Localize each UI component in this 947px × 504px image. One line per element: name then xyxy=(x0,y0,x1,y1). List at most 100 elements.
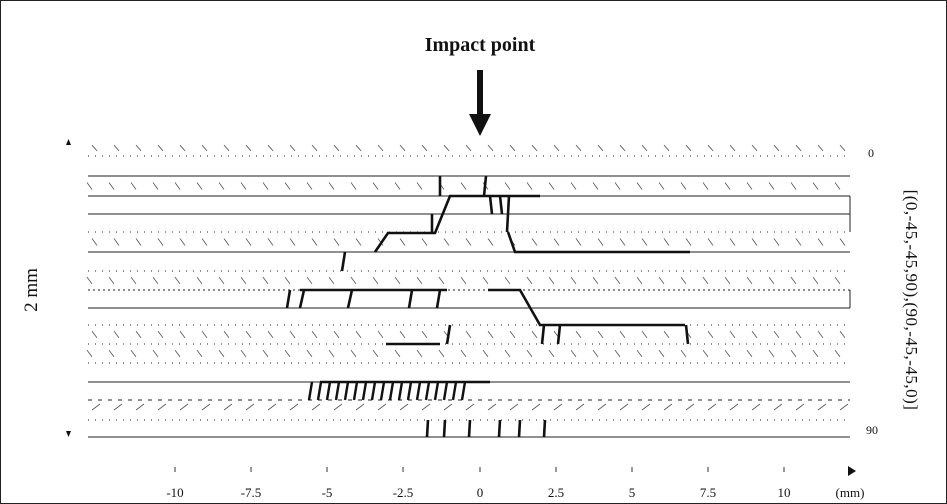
delamination-traces xyxy=(285,175,690,438)
hatch-mark xyxy=(465,238,472,246)
hatch-mark xyxy=(328,182,335,190)
x-tick-label: 7.5 xyxy=(699,485,717,500)
crack-mark xyxy=(379,381,386,401)
hatch-mark xyxy=(614,182,621,190)
depth-bottom-label: 90 xyxy=(866,423,878,437)
hatch-mark xyxy=(421,330,428,339)
hatch-mark xyxy=(504,349,511,358)
hatch-mark xyxy=(553,238,560,246)
ply-interfaces xyxy=(88,155,851,438)
hatch-mark xyxy=(487,330,494,339)
hatch-mark xyxy=(482,349,489,358)
hatch-mark xyxy=(157,403,167,411)
hatch-mark xyxy=(465,330,472,339)
hatch-mark xyxy=(746,182,753,190)
crack-mark xyxy=(325,381,332,401)
hatch-mark xyxy=(790,182,797,190)
hatch-mark xyxy=(487,144,494,152)
hatch-mark xyxy=(773,403,783,411)
hatch-mark xyxy=(460,276,467,285)
hatch-mark xyxy=(174,276,181,285)
x-tick-label: 2.5 xyxy=(547,485,565,500)
hatch-mark xyxy=(91,238,98,246)
hatch-mark xyxy=(509,403,519,411)
hatch-mark xyxy=(707,238,714,246)
hatch-mark xyxy=(113,238,120,246)
hatch-mark xyxy=(746,276,753,285)
crack-mark xyxy=(397,381,404,401)
hatch-mark xyxy=(135,403,145,411)
hatch-mark xyxy=(284,276,291,285)
hatch-mark xyxy=(795,144,802,152)
hatch-mark xyxy=(223,144,230,152)
hatch-mark xyxy=(619,144,626,152)
hatch-mark xyxy=(262,182,269,190)
x-tick-label: -5 xyxy=(321,485,333,500)
hatch-mark xyxy=(179,330,186,339)
hatch-mark xyxy=(834,276,841,285)
hatch-mark xyxy=(570,276,577,285)
hatch-mark xyxy=(416,182,423,190)
hatch-mark xyxy=(130,276,137,285)
hatch-mark xyxy=(707,403,717,411)
hatch-mark xyxy=(465,144,472,152)
hatch-mark xyxy=(333,144,340,152)
hatch-mark xyxy=(531,238,538,246)
hatch-mark xyxy=(284,349,291,358)
hatch-mark xyxy=(575,238,582,246)
hatch-mark xyxy=(773,238,780,246)
hatch-mark xyxy=(262,349,269,358)
x-tick-label: 0 xyxy=(476,485,484,500)
hatch-mark xyxy=(218,276,225,285)
hatch-mark xyxy=(812,182,819,190)
hatch-mark xyxy=(773,330,780,339)
hatch-mark xyxy=(289,403,299,411)
hatch-mark xyxy=(108,276,115,285)
hatch-mark xyxy=(108,182,115,190)
hatch-mark xyxy=(526,182,533,190)
hatch-mark xyxy=(460,349,467,358)
hatch-mark xyxy=(636,349,643,358)
hatch-mark xyxy=(262,276,269,285)
crack-mark xyxy=(442,381,449,401)
hatch-mark xyxy=(245,144,252,152)
hatch-mark xyxy=(619,330,626,339)
hatch-mark xyxy=(834,182,841,190)
hatch-mark xyxy=(658,182,665,190)
hatch-mark xyxy=(201,403,211,411)
x-axis xyxy=(174,466,856,476)
hatch-mark xyxy=(223,238,230,246)
hatch-mark xyxy=(289,144,296,152)
x-tick-label: 10 xyxy=(777,485,791,500)
hatch-mark xyxy=(86,349,93,358)
crack-mark xyxy=(307,381,314,401)
hatch-mark xyxy=(355,330,362,339)
hatch-mark xyxy=(399,403,409,411)
hatch-mark xyxy=(333,403,343,411)
hatch-mark xyxy=(702,276,709,285)
hatch-mark xyxy=(839,144,846,152)
hatch-mark xyxy=(399,330,406,339)
hatch-mark xyxy=(597,330,604,339)
hatch-mark xyxy=(174,349,181,358)
hatch-mark xyxy=(575,144,582,152)
crack-mark xyxy=(388,381,395,401)
hatch-mark xyxy=(751,330,758,339)
hatch-mark xyxy=(267,403,277,411)
hatch-mark xyxy=(548,182,555,190)
hatch-mark xyxy=(795,330,802,339)
hatch-mark xyxy=(531,403,541,411)
hatch-mark xyxy=(372,349,379,358)
hatch-mark xyxy=(768,276,775,285)
hatch-mark xyxy=(130,349,137,358)
hatch-mark xyxy=(487,238,494,246)
hatch-mark xyxy=(394,276,401,285)
hatch-mark xyxy=(355,144,362,152)
hatch-mark xyxy=(113,330,120,339)
hatch-mark xyxy=(196,276,203,285)
hatch-mark xyxy=(680,349,687,358)
hatch-mark xyxy=(614,349,621,358)
hatch-mark xyxy=(355,403,365,411)
crack-mark xyxy=(361,381,368,401)
hatch-mark xyxy=(817,403,827,411)
